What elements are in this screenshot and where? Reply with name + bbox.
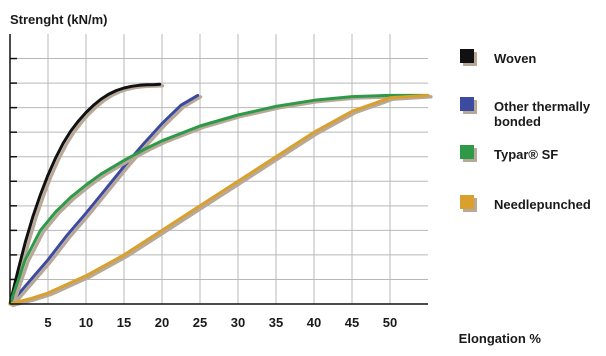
x-tick-label-15: 15 [117, 315, 131, 330]
x-tick-label-35: 35 [269, 315, 283, 330]
legend-label-1-0: Other thermally [494, 99, 591, 114]
series-line-shadow-3 [11, 95, 433, 308]
series-2 [8, 93, 433, 308]
legend-swatch-1 [460, 97, 474, 111]
x-axis-label: Elongation % [459, 331, 542, 346]
legend-label-0-0: Woven [494, 51, 536, 66]
series-line-shadow-1 [11, 95, 203, 308]
series-3 [8, 93, 433, 308]
series-line-2 [8, 93, 430, 306]
legend-item-3: Needlepunched [460, 195, 591, 212]
axes [9, 34, 428, 305]
series-0 [8, 82, 165, 308]
x-tick-label-40: 40 [307, 315, 321, 330]
x-tick-label-10: 10 [79, 315, 93, 330]
series-line-0 [8, 82, 162, 306]
series-1 [8, 93, 203, 308]
series-line-1 [8, 93, 200, 306]
x-tick-label-20: 20 [155, 315, 169, 330]
x-tick-label-45: 45 [345, 315, 359, 330]
x-tick-label-50: 50 [383, 315, 397, 330]
legend-item-2: Typar® SF [460, 145, 558, 162]
legend-item-0: Woven [460, 49, 536, 66]
legend-label-1-1: bonded [494, 114, 541, 129]
x-tick-label-25: 25 [193, 315, 207, 330]
x-tick-labels: 5 10 15 20 25 30 35 40 45 50 [44, 315, 397, 330]
x-tick-label-30: 30 [231, 315, 245, 330]
grid [10, 34, 428, 304]
legend-label-3-0: Needlepunched [494, 197, 591, 212]
legend-swatch-2 [460, 145, 474, 159]
legend-swatch-3 [460, 195, 474, 209]
series-line-shadow-0 [11, 84, 165, 308]
y-axis-label: Strenght (kN/m) [10, 12, 108, 27]
series-line-3 [8, 93, 430, 306]
x-tick-label-5: 5 [44, 315, 51, 330]
series-line-shadow-2 [11, 95, 433, 308]
series-lines [8, 82, 433, 308]
legend-label-2-0: Typar® SF [494, 147, 558, 162]
legend-swatch-0 [460, 49, 474, 63]
